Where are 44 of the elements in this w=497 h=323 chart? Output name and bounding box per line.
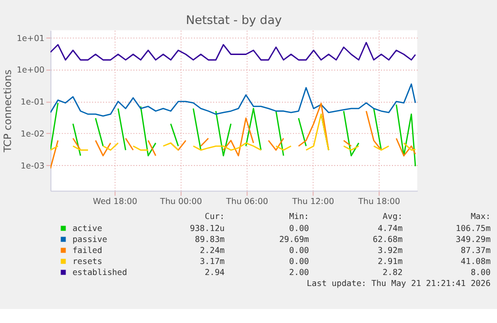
y-tick-label: 1e+00: [16, 64, 44, 75]
y-tick-label: 1e-02: [20, 128, 44, 139]
text: 4.74m: [378, 223, 403, 234]
legend-label: failed: [72, 245, 102, 256]
text: 3.17m: [200, 256, 225, 266]
y-tick-label: 1e-01: [20, 96, 44, 107]
x-tick-label: Thu 12:00: [291, 196, 334, 206]
legend-label: passive: [72, 234, 108, 244]
chart-title: Netstat - by day: [186, 12, 282, 27]
text: 29.69m: [279, 234, 310, 244]
text: Min:: [289, 211, 310, 222]
y-tick-label: 1e-03: [20, 160, 44, 171]
text: 349.29m: [456, 234, 491, 244]
text: 0.00: [289, 223, 310, 234]
legend-label: established: [72, 267, 128, 278]
text: 106.75m: [456, 223, 491, 234]
x-tick-label: Wed 18:00: [92, 196, 138, 206]
x-tick-label: Thu 00:00: [159, 196, 202, 206]
y-tick-label: 1e+01: [16, 32, 44, 43]
legend-label: active: [72, 223, 102, 234]
line-series: [50, 42, 416, 61]
legend-label: resets: [72, 256, 102, 266]
text: 62.68m: [372, 234, 403, 244]
text: Cur:: [204, 211, 225, 222]
text: 0.00: [289, 256, 310, 266]
text: 8.00: [470, 267, 491, 278]
text: 0.00: [289, 245, 310, 256]
y-axis-title: TCP connections: [3, 70, 14, 154]
text: 2.82: [382, 267, 403, 278]
text: 87.37m: [460, 245, 491, 256]
text: 2.94: [204, 267, 225, 278]
text: 41.08m: [460, 256, 491, 266]
text: 89.83m: [194, 234, 225, 244]
text: Max:: [470, 211, 491, 222]
line-series: [50, 83, 416, 117]
text: Last update: Thu May 21 21:21:41 2026: [306, 278, 491, 288]
x-tick-label: Thu 18:00: [357, 196, 400, 206]
text: 2.24m: [200, 245, 225, 256]
text: 938.12u: [190, 223, 225, 234]
text: Avg:: [382, 211, 403, 222]
text: 2.00: [289, 267, 310, 278]
x-tick-label: Thu 06:00: [225, 196, 268, 206]
text: 3.92m: [378, 245, 403, 256]
text: 2.91m: [378, 256, 403, 266]
